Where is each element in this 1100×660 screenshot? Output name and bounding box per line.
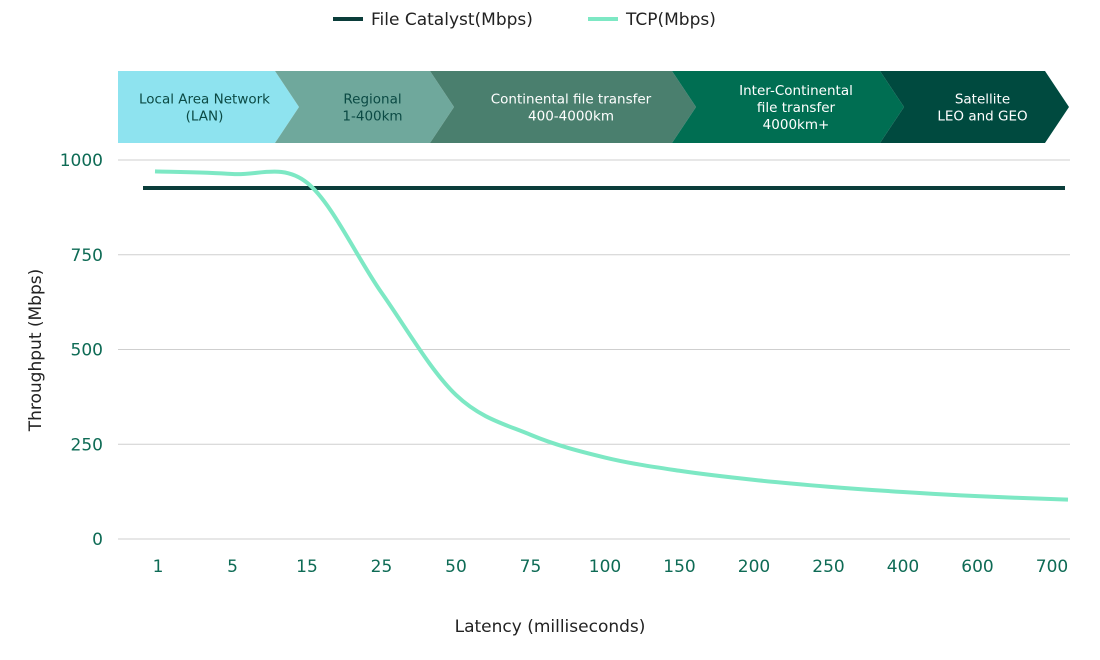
legend-label-1: TCP(Mbps) — [625, 10, 716, 30]
band-label-4: Satellite — [955, 92, 1010, 108]
band-label-3: file transfer — [757, 100, 836, 116]
y-tick-label: 750 — [71, 246, 103, 266]
x-tick-label: 50 — [445, 557, 467, 577]
x-tick-labels: 1 5 15 25 50 75 100 150 200 250 400 600 700 — [153, 557, 1069, 577]
series-line-tcp — [154, 169, 1069, 502]
band-label-1: 1-400km — [342, 109, 402, 125]
band-label-3: Inter-Continental — [739, 83, 853, 99]
x-tick-label: 75 — [520, 557, 542, 577]
band-3 — [672, 71, 904, 143]
band-2 — [430, 71, 696, 143]
band-label-4: LEO and GEO — [937, 109, 1027, 125]
band-label-1: Regional — [343, 92, 401, 108]
x-tick-label: 250 — [812, 557, 844, 577]
band-0 — [118, 71, 299, 143]
series-lines — [143, 169, 1069, 502]
x-tick-label: 5 — [227, 557, 238, 577]
x-tick-label: 1 — [153, 557, 164, 577]
x-tick-label: 700 — [1036, 557, 1068, 577]
gridlines — [118, 159, 1070, 540]
y-tick-label: 500 — [71, 341, 103, 361]
y-tick-label: 1000 — [60, 151, 103, 171]
band-label-2: Continental file transfer — [491, 92, 652, 108]
y-tick-label: 0 — [92, 530, 103, 550]
x-tick-label: 100 — [589, 557, 621, 577]
x-tick-label: 600 — [961, 557, 993, 577]
legend-label-0: File Catalyst(Mbps) — [371, 10, 533, 30]
band-label-0: (LAN) — [186, 109, 224, 125]
x-axis-label: Latency (milliseconds) — [455, 617, 646, 637]
x-tick-label: 200 — [738, 557, 770, 577]
y-tick-labels: 0 250 500 750 1000 — [60, 151, 103, 550]
x-tick-label: 150 — [663, 557, 695, 577]
band-label-2: 400-4000km — [528, 109, 614, 125]
x-tick-label: 15 — [296, 557, 318, 577]
legend: File Catalyst(Mbps) TCP(Mbps) — [333, 10, 716, 30]
y-tick-label: 250 — [71, 435, 103, 455]
band-label-0: Local Area Network — [139, 92, 270, 108]
x-tick-label: 400 — [887, 557, 919, 577]
band-label-3: 4000km+ — [763, 117, 830, 133]
band-4 — [880, 71, 1069, 143]
band-1 — [275, 71, 454, 143]
x-tick-label: 25 — [371, 557, 393, 577]
y-axis-label: Throughput (Mbps) — [26, 269, 46, 433]
